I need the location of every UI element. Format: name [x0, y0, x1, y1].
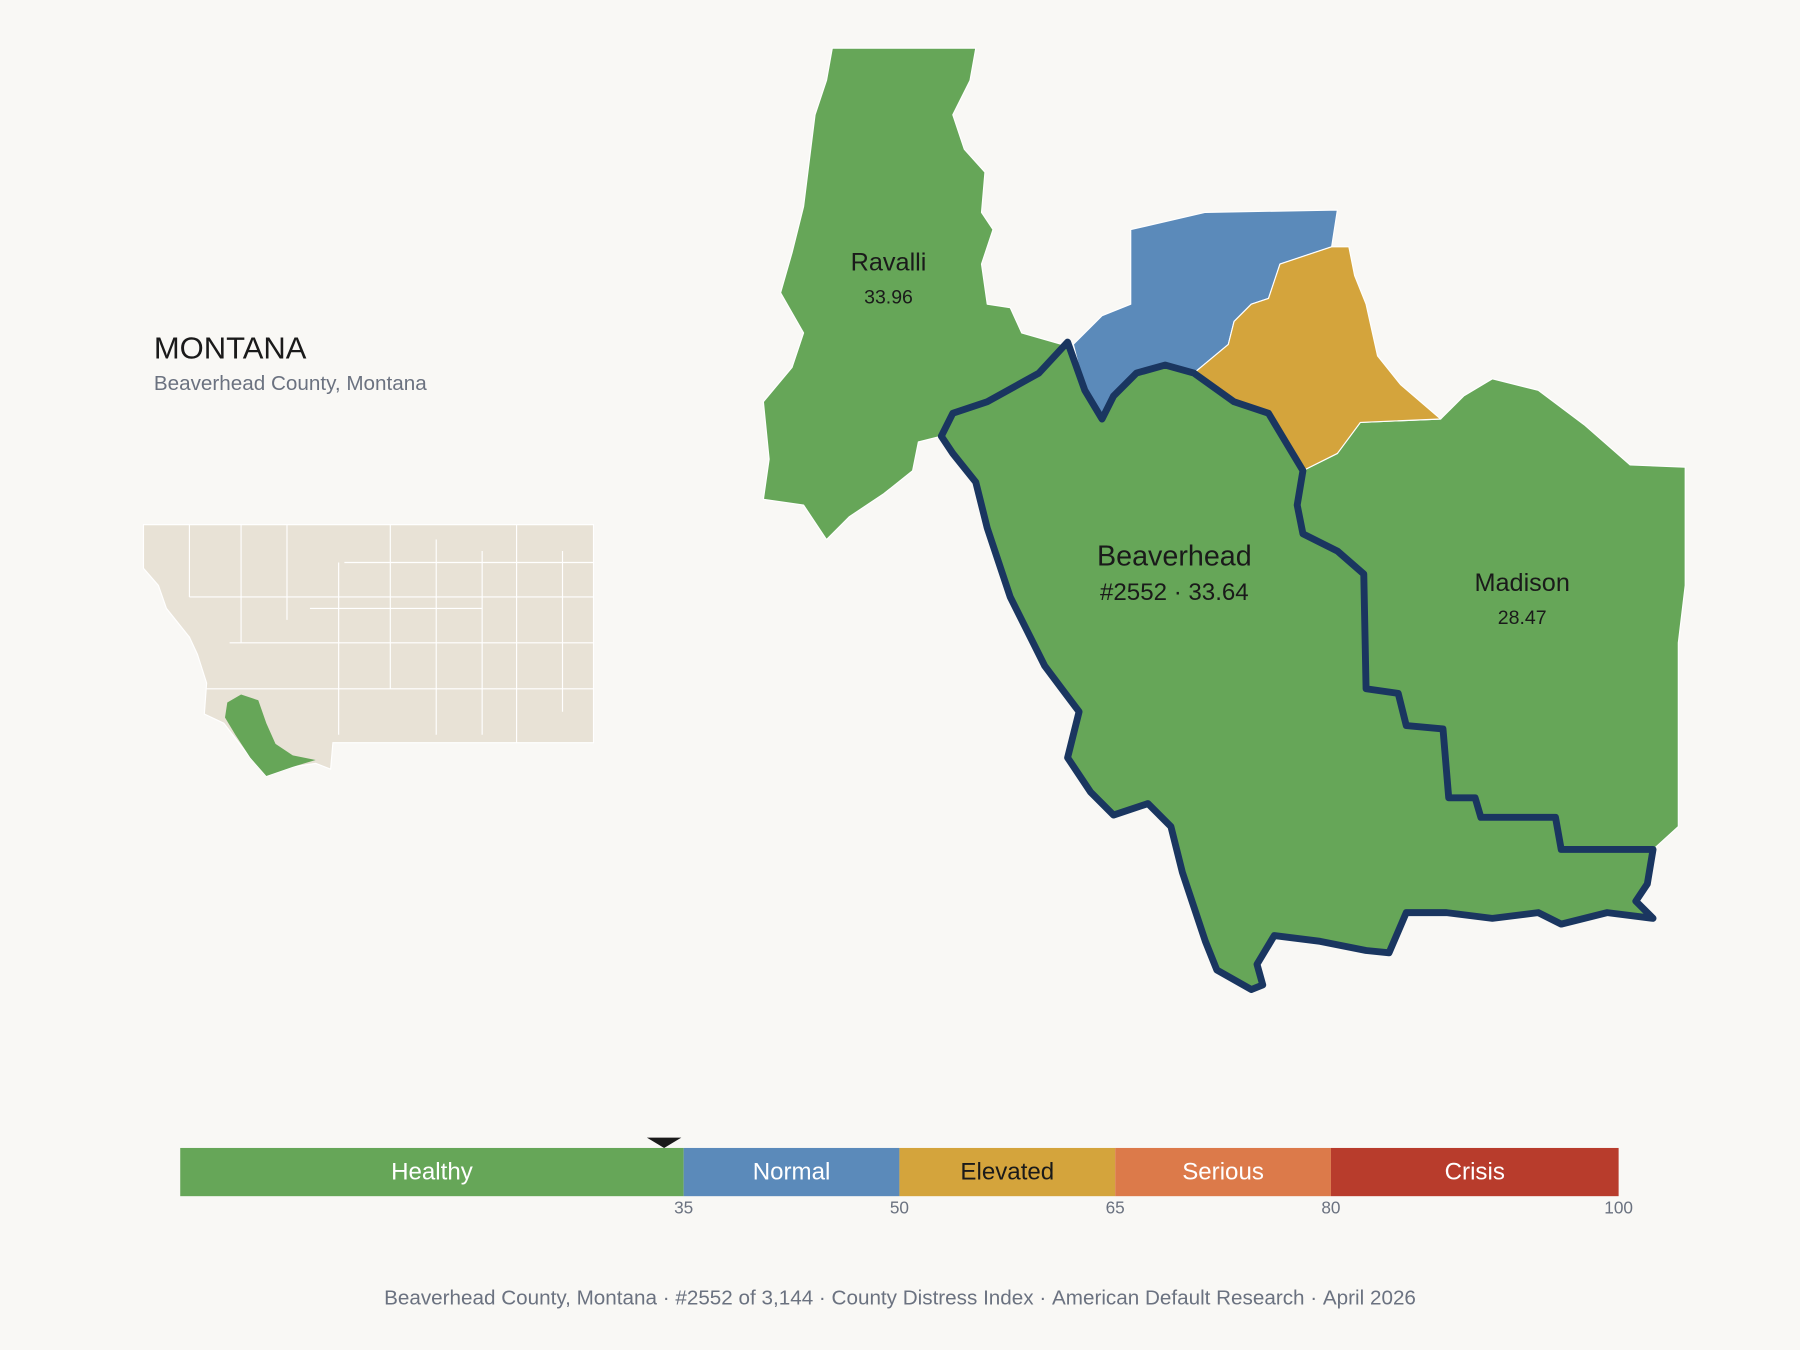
state-inset [142, 524, 595, 777]
distress-scale: Healthy Normal Elevated Serious Crisis 35 50 65… [180, 1137, 1633, 1217]
footer: Beaverhead County, Montana · #2552 of 3,… [384, 1287, 1416, 1310]
selected-county [937, 338, 1657, 993]
scale-label: Elevated [960, 1159, 1054, 1186]
footer-separator: · [1305, 1287, 1323, 1310]
scale-tick-label: 65 [1106, 1197, 1125, 1217]
state-title: MONTANA [154, 330, 307, 365]
scale-segment [180, 1147, 684, 1197]
county-map: Ravalli 33.96 Beaverhead #2552 · 33.64 Madis… [762, 47, 1686, 993]
footer-item: #2552 of 3,144 [675, 1287, 813, 1310]
scale-label: Serious [1182, 1159, 1264, 1186]
subtitle: Beaverhead County, Montana [154, 372, 427, 395]
scale-label: Normal [753, 1159, 831, 1186]
footer-item: County Distress Index [832, 1287, 1035, 1310]
county-value: 33.96 [864, 287, 913, 309]
scale-segment [1330, 1147, 1619, 1197]
county-lines [188, 524, 594, 743]
scale-segment [899, 1147, 1116, 1197]
county-name: Ravalli [851, 249, 927, 277]
county [1193, 246, 1442, 472]
scale-label: Crisis [1445, 1159, 1505, 1186]
scale-tick-label: 80 [1321, 1197, 1340, 1217]
scale-label: Healthy [391, 1159, 473, 1186]
footer-item: Beaverhead County, Montana [384, 1287, 657, 1310]
scale-tick-label: 35 [674, 1197, 693, 1217]
scale-segment [1115, 1147, 1331, 1197]
county-name: Madison [1474, 569, 1569, 597]
scale-segment [683, 1147, 900, 1197]
footer-item: April 2026 [1323, 1287, 1416, 1310]
footer-separator: · [1034, 1287, 1052, 1310]
footer-separator: · [813, 1287, 831, 1310]
scale-marker [646, 1137, 682, 1148]
inset-selected-county [225, 694, 316, 777]
scale-tick-label: 50 [890, 1197, 909, 1217]
county-name: Beaverhead [1097, 540, 1252, 572]
footer-item: American Default Research [1052, 1287, 1305, 1310]
footer-separator: · [657, 1287, 675, 1310]
county-value: #2552 · 33.64 [1100, 579, 1249, 606]
scale-tick-label: 100 [1604, 1197, 1633, 1217]
county-value: 28.47 [1498, 607, 1547, 629]
